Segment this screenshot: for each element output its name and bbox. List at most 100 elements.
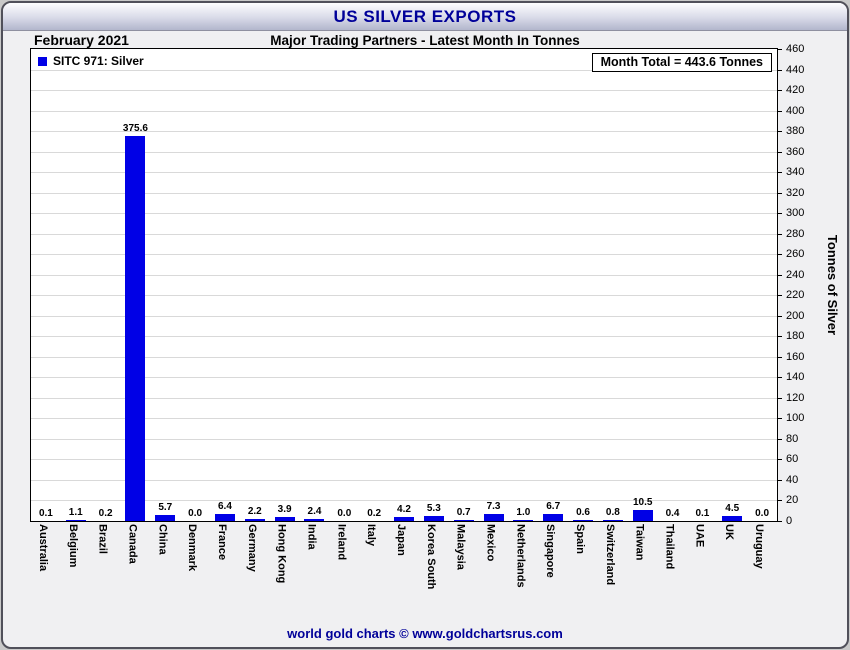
bar-mexico [483,513,504,521]
bar-value-label: 5.7 [158,502,173,514]
gridline [31,69,777,71]
gridline [31,377,777,379]
gridline [31,459,777,461]
x-axis-label: Belgium [66,524,79,568]
footer-credit: world gold charts © www.goldchartsrus.co… [287,626,563,641]
y-tick-label: 380 [786,125,805,138]
x-axis-label: Brazil [96,524,109,554]
x-axis-label: Italy [365,524,378,547]
x-axis-label: Spain [574,524,587,554]
y-axis-tick [778,356,782,358]
y-tick-label: 160 [786,350,805,363]
y-axis-tick [778,295,782,297]
title-bar: US SILVER EXPORTS [3,3,847,31]
y-axis-tick [778,315,782,317]
y-tick-label: 280 [786,227,805,240]
y-axis-tick [778,479,782,481]
x-axis-label: Mexico [484,524,497,562]
bar-france [214,514,235,521]
bar-hong-kong [274,517,295,521]
y-tick-label: 140 [786,371,805,384]
bar-value-label: 0.8 [605,507,620,519]
gridline [31,397,777,399]
bar-value-label: 4.5 [725,503,740,515]
y-tick-label: 60 [786,453,799,466]
y-tick-label: 340 [786,166,805,179]
x-axis-labels: Australia Belgium Brazil Canada China Denmark… [30,524,776,636]
x-axis-label: Germany [245,524,258,572]
y-axis-tick [778,500,782,502]
legend-marker-icon [38,56,47,66]
y-tick-label: 220 [786,289,805,302]
x-axis-label: Malaysia [454,524,467,570]
gridline [31,172,777,174]
gridline [31,131,777,133]
y-axis-tick [778,151,782,153]
bar-value-label: 0.0 [337,508,352,519]
y-axis-tick [778,521,782,522]
y-tick-label: 40 [786,473,799,486]
gridline [31,418,777,420]
y-axis-tick [778,438,782,440]
y-tick-label: 440 [786,63,805,76]
y-tick-label: 0 [786,515,793,527]
plot-area: SITC 971: Silver Month Total = 443.6 Ton… [30,48,778,522]
y-axis-title: Tonnes of Silver [825,234,840,336]
legend: SITC 971: Silver [38,54,144,68]
x-axis-label: Netherlands [514,524,527,588]
y-axis-tick [778,254,782,256]
x-axis-label: Switzerland [603,524,616,586]
chart-title: US SILVER EXPORTS [333,6,517,26]
bar-netherlands [513,519,534,521]
bar-value-label: 0.7 [456,507,471,519]
y-tick-label: 460 [786,43,805,55]
x-axis-label: Canada [126,524,139,564]
gridline [31,315,777,317]
bar-value-label: 2.2 [247,505,262,517]
y-axis-tick [778,397,782,399]
y-axis-tick [778,110,782,112]
bar-germany [244,518,265,521]
bar-value-label: 2.4 [307,505,322,517]
bar-value-label: 5.3 [426,502,441,514]
gridline [31,500,777,502]
legend-label: SITC 971: Silver [53,54,144,68]
y-axis-tick [778,131,782,133]
bar-belgium [65,519,86,521]
bar-japan [394,516,414,521]
bar-value-label: 0.4 [665,507,680,519]
y-axis-tick [778,90,782,92]
y-axis-tick [778,49,782,50]
x-axis-label: Taiwan [633,524,646,561]
bar-spain [573,520,594,521]
x-axis-label: Singapore [544,524,557,578]
y-tick-label: 100 [786,412,805,425]
y-axis-tick [778,377,782,379]
y-tick-label: 400 [786,104,805,117]
y-axis-tick [778,274,782,276]
y-axis-tick [778,213,782,215]
x-axis-label: Australia [36,524,49,572]
x-axis-label: Ireland [335,524,348,561]
bar-china [155,515,176,521]
y-tick-label: 120 [786,391,805,404]
x-axis-label: Thailand [663,524,676,570]
bar-value-label: 0.6 [576,507,590,519]
bar-value-label: 0.0 [188,508,203,519]
bar-korea-south [423,515,444,521]
gridline [31,438,777,440]
bar-value-label: 6.4 [218,501,232,513]
gridline [31,356,777,358]
bar-uk [722,516,743,521]
y-tick-label: 20 [786,494,799,507]
period-label: February 2021 [34,32,129,48]
gridline [31,233,777,235]
y-axis-tick [778,233,782,235]
bar-value-label: 6.7 [546,501,561,513]
chart-subtitle: Major Trading Partners - Latest Month In… [270,33,580,48]
gridline [31,192,777,194]
y-tick-label: 180 [786,330,805,343]
bar-taiwan [632,510,653,521]
y-tick-label: 260 [786,248,805,261]
